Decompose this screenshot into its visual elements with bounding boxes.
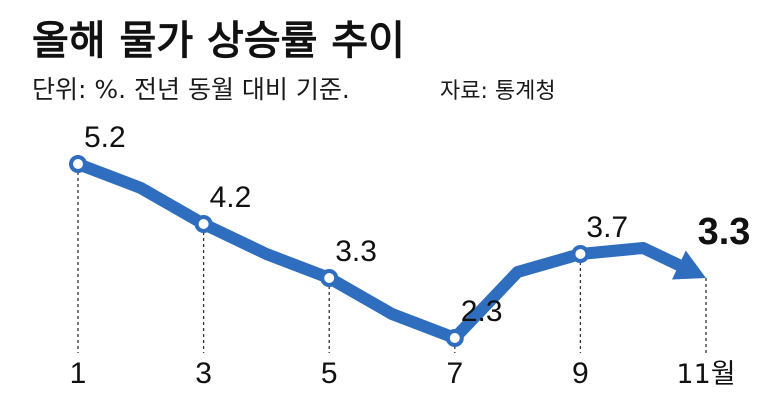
data-label-11: 3.3 [698, 211, 751, 253]
x-tick-label-5: 9 [572, 357, 589, 390]
data-label-9: 3.7 [586, 211, 628, 244]
point-marker-1 [69, 155, 87, 173]
point-marker-5 [320, 269, 339, 287]
chart-title: 올해 물가 상승률 추이 [32, 18, 405, 64]
x-tick-label-3: 5 [321, 357, 338, 390]
series-arrowhead [672, 250, 706, 280]
data-labels: 5.2 4.2 3.3 2.3 3.7 3.3 [84, 121, 750, 328]
x-axis-tick-labels: 1 3 5 7 9 11월 [70, 357, 736, 390]
point-marker-3 [194, 215, 213, 233]
data-label-7: 2.3 [461, 295, 503, 328]
point-marker-9 [571, 245, 590, 263]
series-line [72, 158, 687, 344]
x-tick-label-4: 7 [446, 357, 463, 390]
series-layer [72, 158, 706, 344]
data-label-1: 5.2 [84, 121, 126, 154]
point-marker-7 [445, 329, 464, 347]
x-tick-label-2: 3 [195, 357, 212, 390]
guide-lines [77, 172, 707, 353]
point-markers [69, 155, 590, 347]
data-label-5: 3.3 [335, 235, 377, 268]
data-label-3: 4.2 [210, 181, 252, 214]
chart-source: 자료: 통계청 [440, 79, 556, 104]
x-tick-label-6: 11월 [676, 359, 735, 390]
chart-subtitle: 단위: %. 전년 동월 대비 기준. [32, 75, 350, 104]
x-tick-label-1: 1 [70, 357, 87, 390]
